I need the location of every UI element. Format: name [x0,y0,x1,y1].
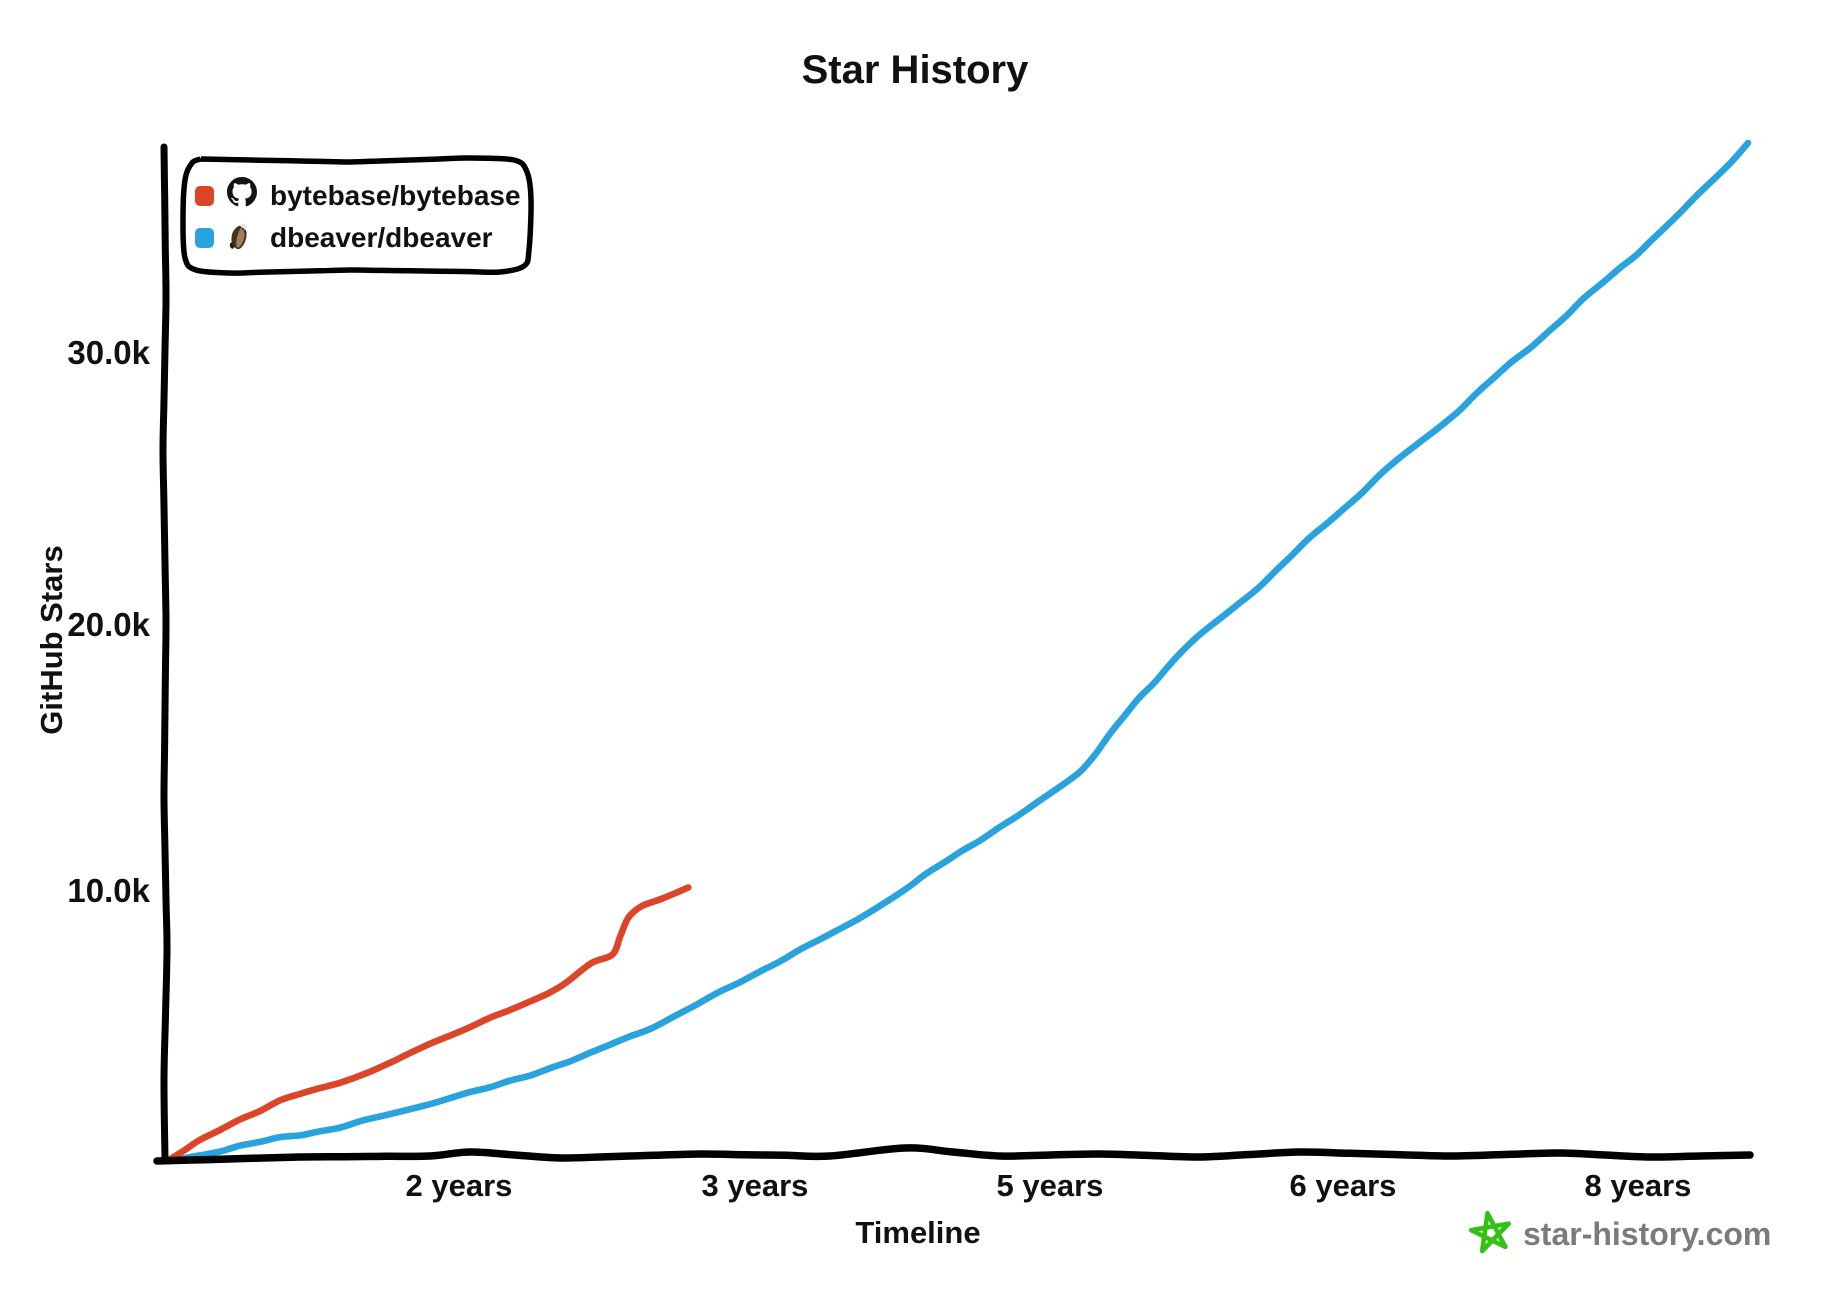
svg-text:3 years: 3 years [702,1168,809,1203]
svg-text:30.0k: 30.0k [67,334,150,371]
svg-text:dbeaver/dbeaver: dbeaver/dbeaver [270,222,493,253]
svg-text:GitHub Stars: GitHub Stars [34,545,69,734]
svg-text:star-history.com: star-history.com [1523,1216,1771,1252]
svg-text:Timeline: Timeline [855,1215,980,1250]
svg-text:10.0k: 10.0k [67,872,150,909]
svg-text:Star History: Star History [802,48,1029,92]
svg-text:bytebase/bytebase: bytebase/bytebase [270,180,521,211]
svg-text:20.0k: 20.0k [67,606,150,643]
svg-text:6 years: 6 years [1290,1168,1397,1203]
svg-text:5 years: 5 years [997,1168,1104,1203]
svg-text:2 years: 2 years [406,1168,513,1203]
svg-text:8 years: 8 years [1585,1168,1692,1203]
